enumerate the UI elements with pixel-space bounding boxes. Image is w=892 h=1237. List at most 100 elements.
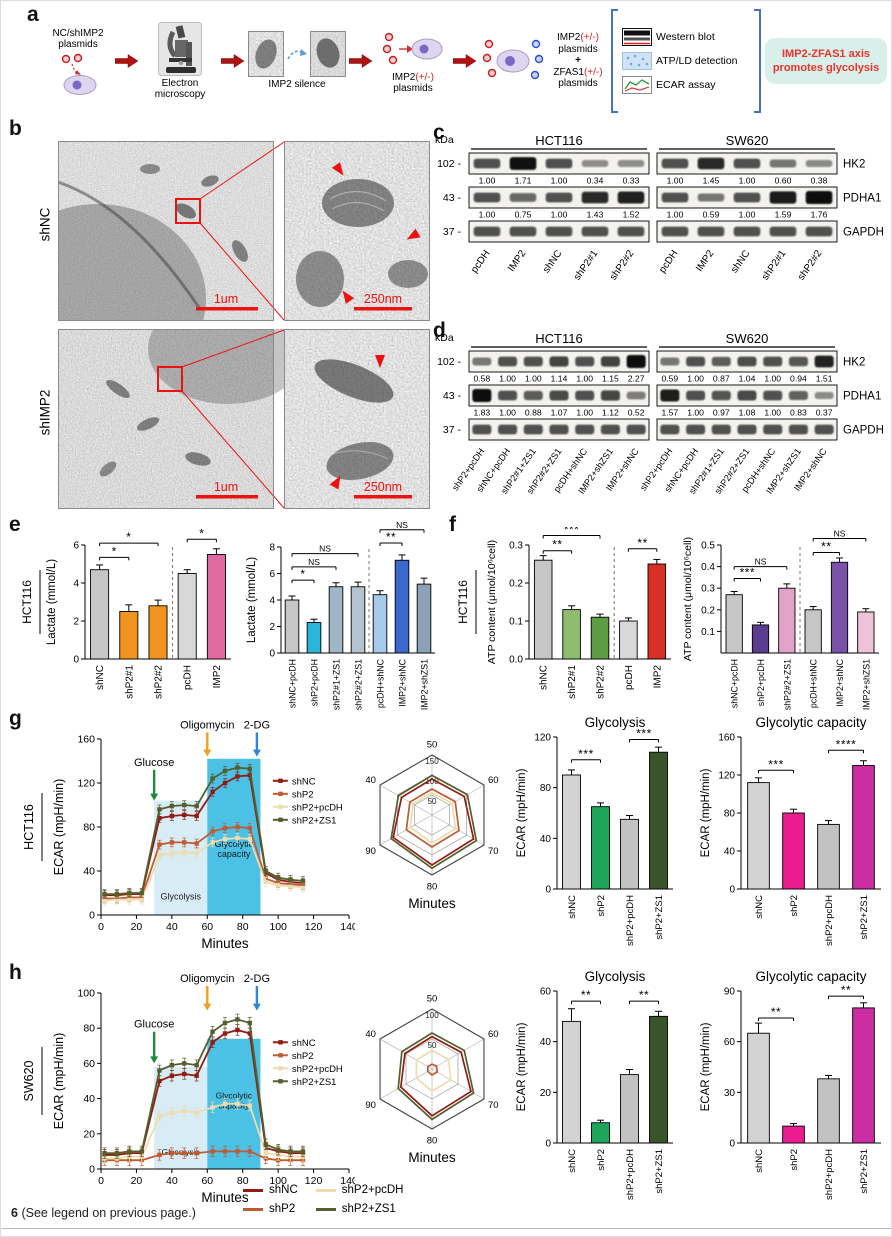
svg-text:**: **: [841, 983, 851, 997]
svg-text:shNC+pcDH: shNC+pcDH: [730, 659, 740, 708]
svg-text:IMP2+shNC: IMP2+shNC: [398, 658, 408, 706]
svg-text:80: 80: [237, 921, 249, 933]
svg-text:Glucose: Glucose: [134, 757, 174, 769]
svg-text:1.00: 1.00: [764, 408, 781, 418]
svg-text:shNC: shNC: [754, 1149, 765, 1173]
em-main-image: 1um: [58, 294, 308, 509]
protein-band: [545, 192, 573, 203]
svg-text:shNC: shNC: [729, 248, 752, 275]
svg-text:40: 40: [365, 775, 376, 786]
svg-text:shP2#2: shP2#2: [154, 665, 165, 699]
svg-text:50: 50: [428, 797, 437, 806]
svg-text:NS: NS: [319, 544, 331, 554]
protein-band: [473, 226, 501, 237]
shnc-row-label: shNC: [37, 207, 53, 242]
svg-text:40: 40: [166, 921, 178, 933]
svg-text:120: 120: [534, 733, 551, 744]
svg-text:NS: NS: [755, 557, 767, 567]
bar: [591, 806, 610, 890]
protein-band: [575, 356, 595, 367]
protein-band: [733, 226, 761, 237]
protein-band: [814, 424, 834, 435]
svg-text:shP2: shP2: [596, 1149, 607, 1171]
svg-text:0.88: 0.88: [525, 408, 542, 418]
svg-text:GAPDH: GAPDH: [843, 425, 884, 437]
svg-text:shNC: shNC: [567, 1149, 578, 1173]
chart-svg: Glycolytic capacity 0 40 80 120 160 ECAR (mpH/…: [700, 715, 881, 946]
plasmid-transfection-icon: [382, 32, 443, 64]
svg-text:70: 70: [488, 1100, 499, 1111]
svg-text:shP2#2: shP2#2: [608, 248, 637, 282]
svg-text:1.76: 1.76: [811, 210, 828, 220]
svg-text:Minutes: Minutes: [408, 1150, 456, 1165]
svg-text:shNC: shNC: [567, 895, 578, 919]
svg-text:0.87: 0.87: [713, 374, 730, 384]
protein-band: [805, 226, 833, 237]
svg-text:shP2: shP2: [292, 789, 314, 800]
protein-band: [509, 226, 537, 237]
svg-text:2: 2: [269, 622, 275, 633]
svg-text:1.00: 1.00: [551, 210, 568, 220]
svg-text:50: 50: [428, 1041, 437, 1050]
svg-text:PDHA1: PDHA1: [843, 193, 881, 205]
glycolytic-capacity-bar-sw620: Glycolytic capacity 0 30 60 90 ECAR (mpH/min)…: [693, 967, 889, 1219]
svg-text:HK2: HK2: [843, 159, 865, 171]
svg-text:NS: NS: [834, 529, 846, 539]
svg-text:***: ***: [636, 727, 652, 741]
legend-item: shP2+pcDH: [315, 1184, 403, 1196]
svg-text:shP2#2+ZS1: shP2#2+ZS1: [354, 659, 364, 710]
protein-band: [523, 424, 543, 435]
svg-text:Glycolysis: Glycolysis: [585, 969, 646, 984]
svg-text:shP2+ZS1: shP2+ZS1: [292, 815, 337, 826]
imp2-plasmids-label: IMP2(+/-) plasmids: [392, 71, 434, 95]
em-images-shimp2: 1um 250nm: [58, 294, 430, 514]
svg-text:1.08: 1.08: [739, 408, 756, 418]
svg-text:Lactate (mmol/L): Lactate (mmol/L): [46, 559, 58, 645]
em-zoom-image: 250nm: [284, 141, 430, 321]
arrowhead-icon: [331, 162, 344, 176]
svg-text:HCT116: HCT116: [535, 331, 582, 346]
svg-text:2-DG: 2-DG: [244, 719, 270, 731]
svg-text:shP2+pcDH: shP2+pcDH: [824, 895, 835, 946]
svg-text:1.00: 1.00: [479, 210, 496, 220]
protein-band: [805, 159, 833, 168]
svg-text:shP2+pcDH: shP2+pcDH: [824, 1149, 835, 1200]
svg-text:1.00: 1.00: [687, 374, 704, 384]
assay-western-blot: Western blot: [622, 28, 750, 46]
chart-svg: 0.0 0.1 0.2 0.3 ATP content (μmol/10⁶cell) HC…: [456, 523, 671, 699]
svg-text:2.27: 2.27: [628, 374, 645, 384]
glycolysis-bar-hct116: Glycolysis 0 40 80 120 ECAR (mpH/min) shNC shP2…: [509, 713, 681, 965]
svg-text:0: 0: [729, 885, 735, 896]
svg-text:GAPDH: GAPDH: [843, 227, 884, 239]
bar: [350, 586, 366, 654]
legend-swatch: [243, 1207, 263, 1211]
protein-band: [600, 424, 620, 435]
svg-text:90: 90: [365, 846, 376, 857]
svg-text:0.5: 0.5: [701, 541, 715, 552]
bar: [562, 774, 581, 890]
svg-text:shP2+pcDH: shP2+pcDH: [756, 659, 766, 706]
arrowhead-icon: [342, 290, 355, 304]
legend-item: shNC: [243, 1184, 298, 1196]
protein-band: [769, 226, 797, 237]
bar: [306, 622, 322, 654]
protein-band: [473, 158, 501, 169]
microscope-icon: [158, 21, 202, 76]
svg-text:shP2+pcDH: shP2+pcDH: [310, 659, 320, 706]
bar: [284, 599, 300, 654]
protein-band: [661, 158, 689, 169]
em-image-row: 1um 250nm: [58, 294, 430, 509]
svg-text:120: 120: [718, 771, 735, 782]
svg-text:shP2+pcDH: shP2+pcDH: [625, 1149, 636, 1200]
svg-text:1.43: 1.43: [587, 210, 604, 220]
panel-a-label: a: [27, 3, 39, 26]
svg-text:150: 150: [425, 757, 439, 766]
em-main-image: 1um: [1, 141, 285, 394]
svg-text:0.75: 0.75: [515, 210, 532, 220]
protein-band: [763, 390, 783, 401]
svg-text:*: *: [112, 544, 117, 558]
western-blot-panel-d: kDa HCT116 102 - 0.58 1.00 1.00 1.14 1.00 1.15 2.…: [431, 327, 891, 517]
svg-text:shP2#1: shP2#1: [572, 248, 601, 282]
svg-text:1.83: 1.83: [473, 408, 490, 418]
assay-list: Western blot ATP/LD detection ECAR assay: [622, 26, 750, 96]
